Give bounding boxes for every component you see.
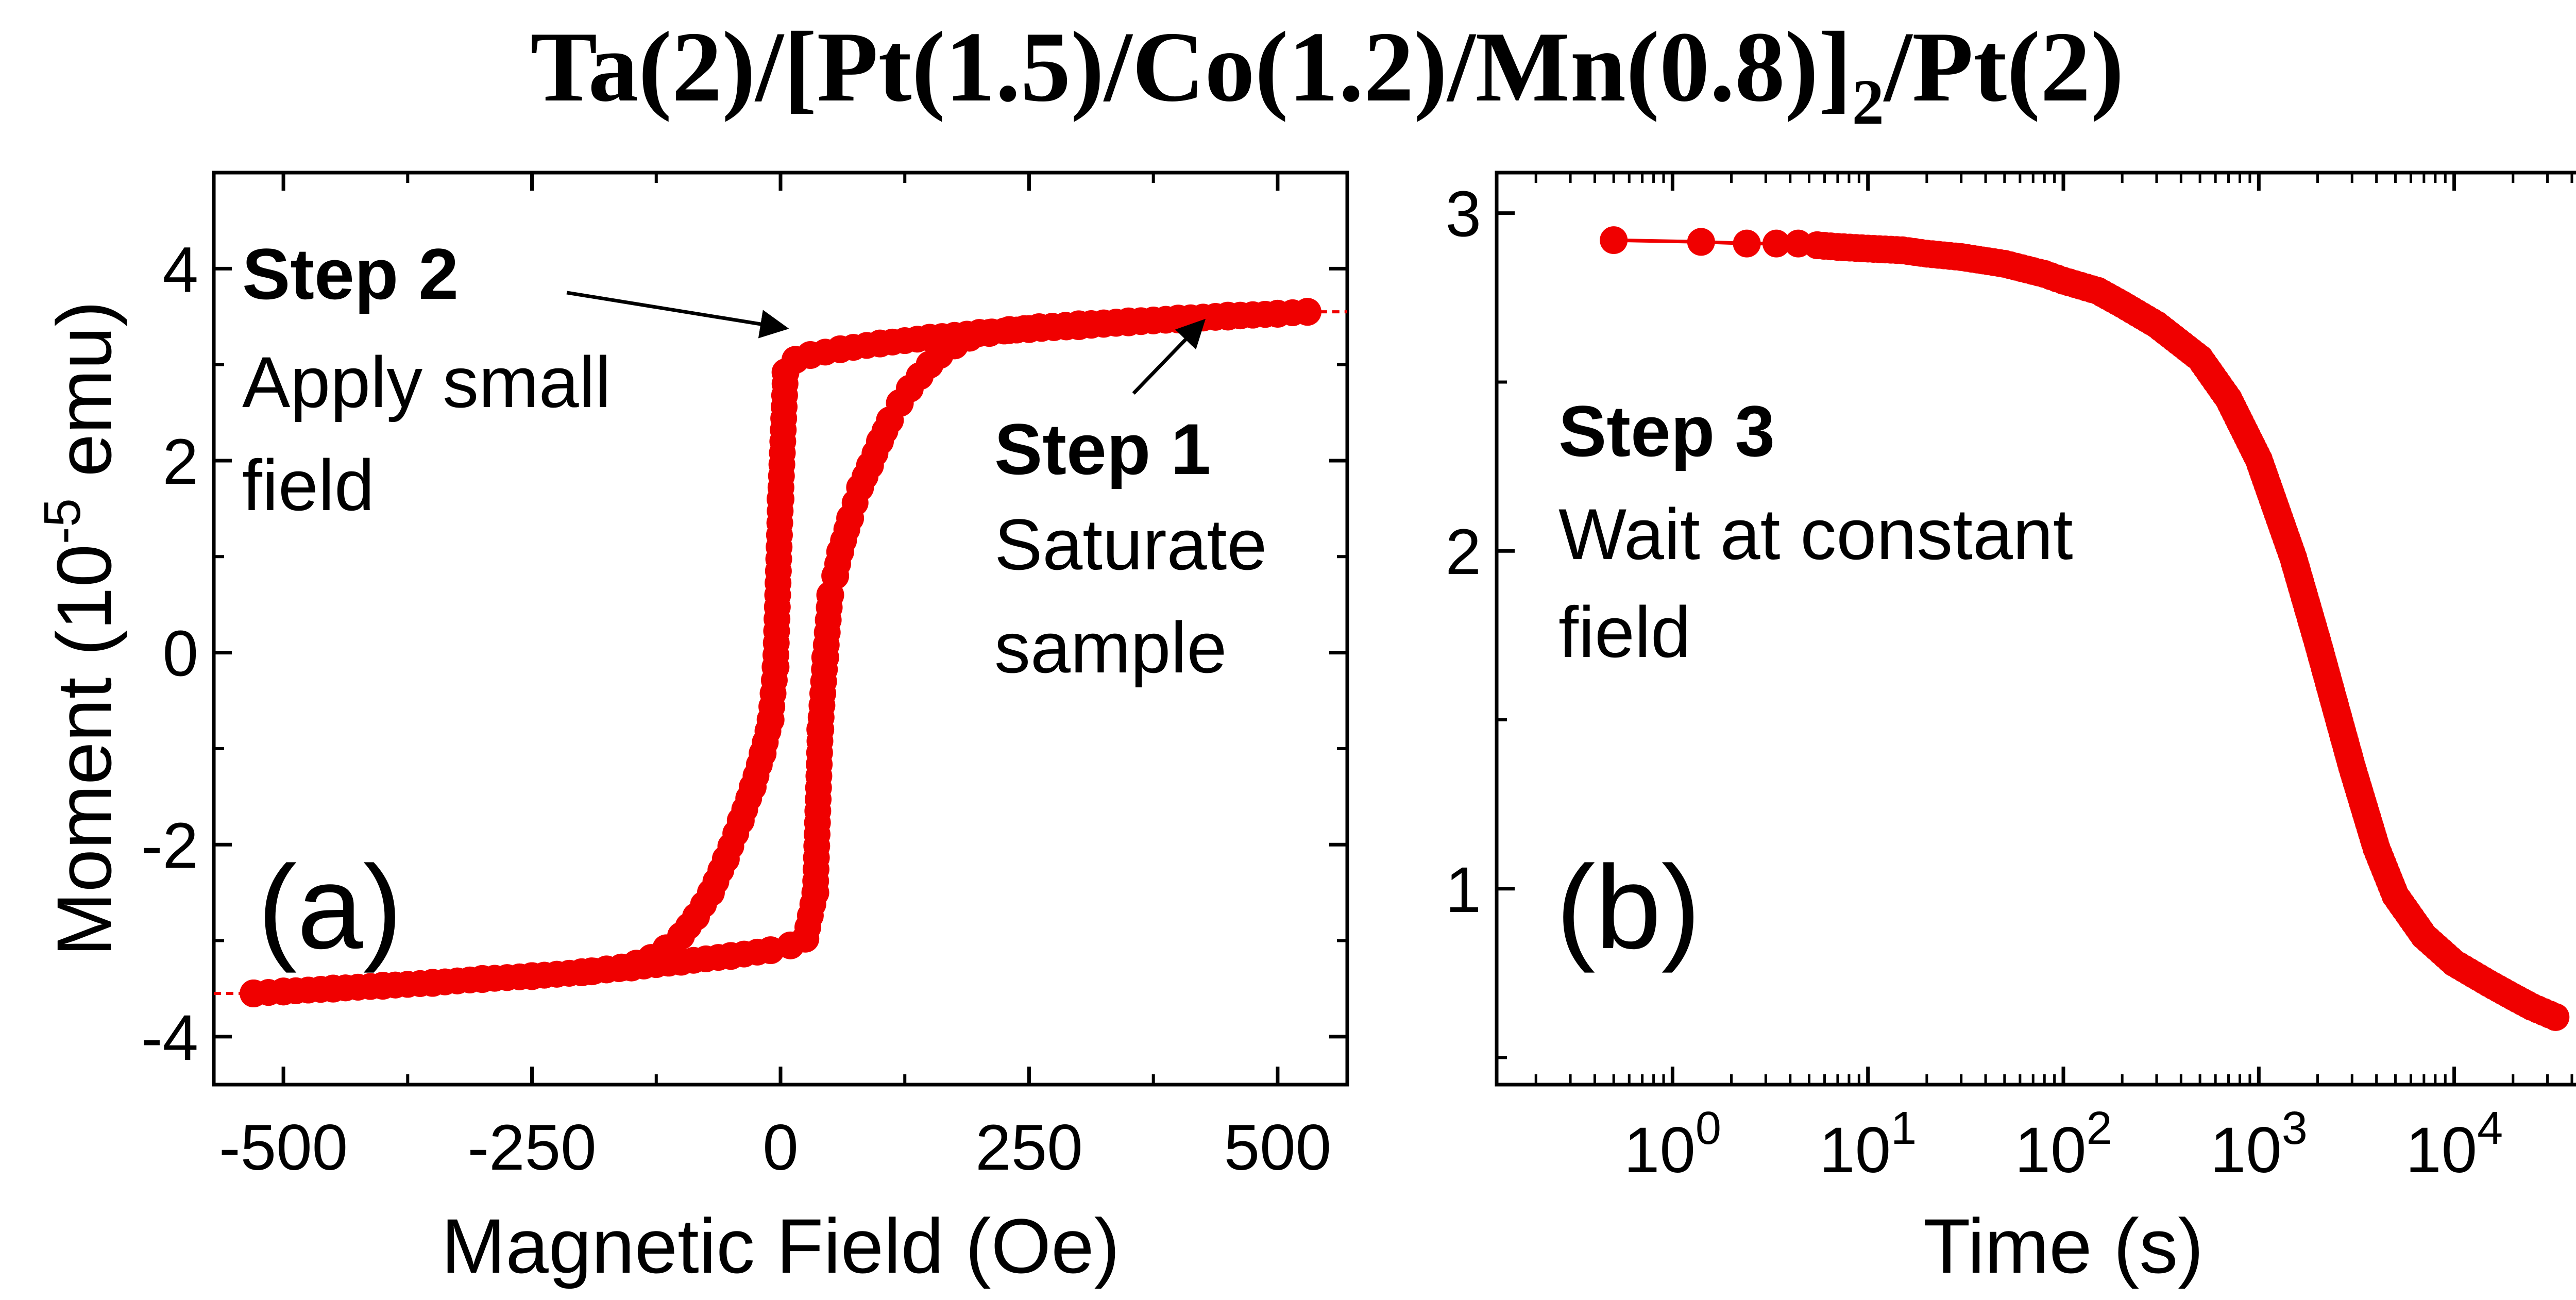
- panel-a-arrows: [566, 291, 1206, 395]
- panel-b-label: (b): [1556, 841, 1701, 973]
- panel-b-xtick-label: 100: [1624, 1103, 1721, 1186]
- panel-b-xtick-label: 102: [2014, 1103, 2112, 1186]
- panel-a-ylabel: Moment (10-5 emu): [33, 301, 127, 957]
- panel-a-xtick-label: -250: [467, 1112, 596, 1184]
- panel-b-xtick-label: 104: [2405, 1103, 2503, 1186]
- panel-a-ylabel-tail: emu): [41, 301, 127, 498]
- figure-title-tail: /Pt(2): [1883, 11, 2124, 123]
- figure-title-main: Ta(2)/[Pt(1.5)/Co(1.2)/Mn(0.8)]: [530, 11, 1852, 123]
- panel-a-ticks: -500 -250 0 250 500 -4 -2 0 2 4: [141, 173, 1347, 1184]
- step-1-arrow: [1132, 318, 1206, 395]
- panel-a-ylabel-main: Moment (10: [41, 544, 127, 956]
- panel-a-ylabel-exponent: -5: [33, 498, 91, 544]
- panel-b-xtick-base: 10: [1624, 1115, 1696, 1186]
- panel-b-ytick-label: 1: [1445, 854, 1481, 926]
- panel-b-xtick-exponent: 2: [2086, 1103, 2112, 1154]
- panel-a-chart: -500 -250 0 250 500 -4 -2 0 2 4 (a) Step 2 Apply …: [33, 171, 1349, 1289]
- step-1-line-1: Saturate: [994, 504, 1267, 585]
- panel-b-data-point: [2541, 1003, 2570, 1031]
- step-3-title: Step 3: [1558, 391, 1775, 471]
- step-3-line-1: Wait at constant: [1558, 494, 2073, 575]
- panel-a-ytick-label: -2: [141, 810, 198, 882]
- panel-b-xtick-exponent: 0: [1696, 1103, 1721, 1154]
- step-1-title: Step 1: [994, 409, 1211, 489]
- panel-a-xtick-label: -500: [219, 1112, 348, 1184]
- step-3-line-2: field: [1558, 592, 1691, 672]
- step-1-line-2: sample: [994, 607, 1227, 688]
- panel-a-series: [214, 298, 1347, 1007]
- panel-a-xtick-label: 500: [1224, 1112, 1332, 1184]
- panel-b-data-point: [1733, 229, 1761, 258]
- panel-a-xtick-label: 250: [975, 1112, 1083, 1184]
- figure-title-subscript: 2: [1852, 67, 1885, 138]
- panel-b-data-point: [1687, 228, 1715, 256]
- panel-b-ytick-label: 3: [1445, 179, 1481, 250]
- panel-b-xtick-base: 10: [2405, 1115, 2477, 1186]
- panel-a-ytick-label: 0: [162, 618, 198, 690]
- step-2-title: Step 2: [242, 233, 459, 314]
- panel-a-xtick-label: 0: [762, 1112, 799, 1184]
- panel-a-xlabel: Magnetic Field (Oe): [441, 1203, 1120, 1289]
- panel-a-ytick-label: -4: [141, 1002, 198, 1074]
- panel-b-xtick-base: 10: [2210, 1115, 2282, 1186]
- panel-b-series: [1600, 226, 2570, 1031]
- panel-b-data-point: [1600, 226, 1628, 255]
- panel-b-xtick-label: 103: [2210, 1103, 2308, 1186]
- panel-a-label: (a): [258, 841, 402, 973]
- panel-b-ytick-label: 2: [1445, 516, 1481, 588]
- panel-a-ytick-label: 4: [162, 234, 198, 306]
- panel-a-ytick-label: 2: [162, 426, 198, 498]
- panel-b-xtick-base: 10: [2014, 1115, 2086, 1186]
- panel-b-xtick-exponent: 4: [2477, 1103, 2503, 1154]
- figure-title: Ta(2)/[Pt(1.5)/Co(1.2)/Mn(0.8)]2/Pt(2): [530, 11, 2124, 138]
- step-2-line-2: field: [242, 445, 375, 526]
- step-2-line-1: Apply small: [242, 342, 611, 423]
- panel-b-xtick-exponent: 1: [1891, 1103, 1917, 1154]
- panel-a-data-point: [1293, 298, 1321, 326]
- panel-b-xtick-label: 101: [1819, 1103, 1917, 1186]
- panel-b-xlabel: Time (s): [1923, 1203, 2204, 1289]
- panel-b-data-point: [1762, 229, 1790, 258]
- panel-b-xtick-base: 10: [1819, 1115, 1891, 1186]
- step-2-arrow: [566, 291, 789, 339]
- panel-b-xtick-exponent: 3: [2282, 1103, 2308, 1154]
